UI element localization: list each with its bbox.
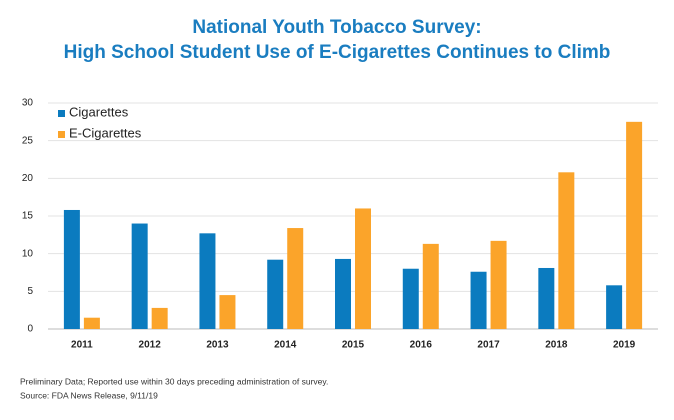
y-tick-label: 10 bbox=[22, 248, 34, 259]
bar bbox=[199, 233, 216, 329]
bar bbox=[151, 307, 168, 329]
bar bbox=[219, 295, 236, 329]
chart-title: High School Student Use of E-Cigarettes … bbox=[64, 42, 611, 63]
bar bbox=[470, 271, 487, 329]
bar bbox=[267, 259, 284, 329]
bar bbox=[490, 240, 507, 329]
footnote: Preliminary Data; Reported use within 30… bbox=[20, 376, 328, 386]
footnote: Source: FDA News Release, 9/11/19 bbox=[20, 390, 158, 400]
legend-label: E-Cigarettes bbox=[69, 125, 142, 140]
x-tick-label: 2016 bbox=[410, 340, 433, 351]
chart-title: National Youth Tobacco Survey: bbox=[192, 17, 481, 38]
bar bbox=[335, 258, 351, 329]
bar bbox=[538, 267, 555, 329]
bar bbox=[422, 243, 439, 329]
bar bbox=[63, 209, 80, 329]
y-tick-label: 15 bbox=[22, 211, 34, 222]
x-tick-label: 2013 bbox=[206, 340, 229, 351]
legend-swatch bbox=[58, 110, 65, 117]
bar bbox=[606, 285, 623, 329]
y-tick-label: 25 bbox=[22, 135, 34, 146]
x-tick-label: 2015 bbox=[342, 340, 365, 351]
bar bbox=[287, 228, 304, 329]
y-tick-label: 20 bbox=[22, 173, 34, 184]
bar bbox=[83, 317, 100, 329]
y-tick-label: 0 bbox=[27, 324, 33, 335]
bar bbox=[402, 268, 419, 329]
bar bbox=[626, 121, 643, 329]
x-tick-label: 2017 bbox=[477, 340, 500, 351]
bar bbox=[558, 172, 575, 329]
bar bbox=[355, 208, 371, 329]
y-tick-label: 30 bbox=[22, 98, 34, 109]
legend-label: Cigarettes bbox=[69, 104, 129, 119]
y-tick-label: 5 bbox=[27, 286, 33, 297]
x-tick-label: 2011 bbox=[71, 340, 93, 351]
x-tick-label: 2019 bbox=[613, 340, 636, 351]
x-tick-label: 2014 bbox=[274, 340, 297, 351]
bar bbox=[131, 223, 148, 329]
legend-swatch bbox=[58, 131, 65, 138]
x-tick-label: 2012 bbox=[139, 340, 162, 351]
x-tick-label: 2018 bbox=[545, 340, 568, 351]
